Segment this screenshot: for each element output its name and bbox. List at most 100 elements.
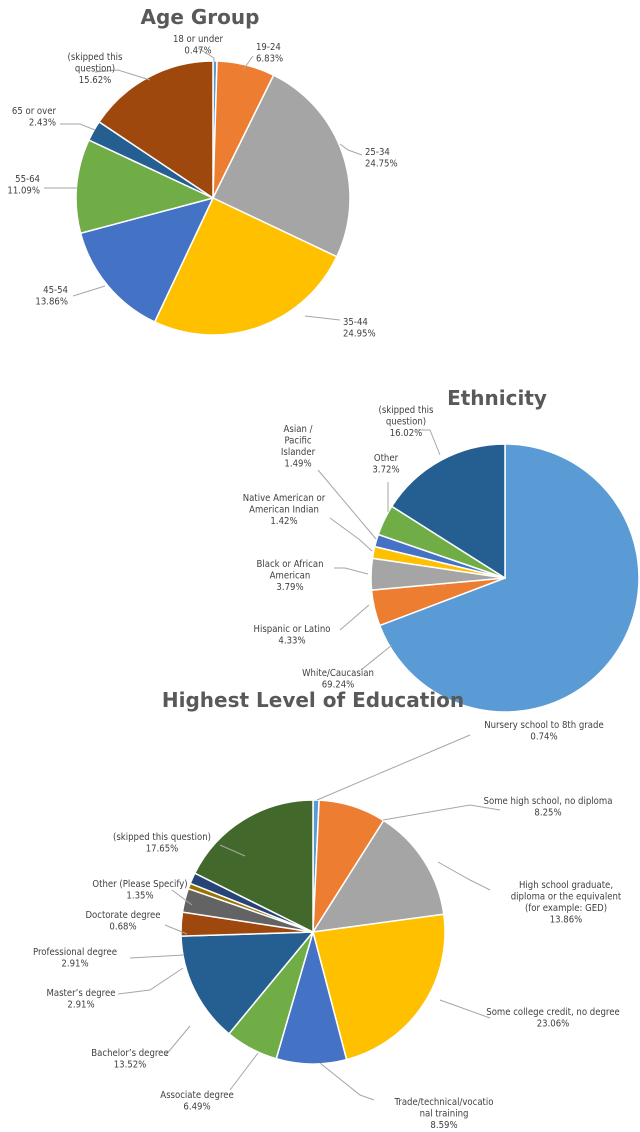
leader-line	[437, 861, 491, 891]
slice-label-line: 15.62%	[79, 75, 112, 86]
slice-label-line: 55-64	[15, 174, 40, 185]
slice-label-line: 4.33%	[278, 636, 305, 647]
pie-slices	[75, 60, 351, 336]
slice-label-line: diploma or the equivalent	[511, 892, 622, 903]
slice-label-line: Asian /	[284, 424, 313, 435]
leader-line	[60, 123, 96, 131]
leader-line	[164, 1025, 191, 1057]
ethnicity-pie-chart: Ethnicity White/Caucasian 69.24% Hispanic …	[243, 386, 640, 713]
leader-line	[382, 804, 501, 821]
slice-label-line: 13.86%	[35, 297, 68, 308]
leader-line	[171, 889, 193, 906]
slice-label: (skipped this question) 17.65%	[113, 832, 211, 855]
slice-label-line: Some college credit, no degree	[486, 1007, 619, 1018]
pie-slice	[378, 443, 640, 713]
slice-label: Trade/technical/vocatio nal training 8.59%	[393, 1097, 493, 1131]
slice-label-line: 2.91%	[67, 1000, 94, 1011]
slice-label-line: 24.95%	[343, 329, 376, 340]
slice-label-line: Some high school, no diploma	[484, 796, 613, 807]
slice-label-line: 23.06%	[537, 1019, 570, 1030]
slice-label: 55-64 11.09%	[7, 174, 40, 197]
pie-slice	[312, 913, 446, 1061]
slice-label-line: (skipped this	[379, 405, 435, 416]
slice-label-line: (skipped this	[68, 52, 124, 63]
chart-title: Ethnicity	[447, 386, 547, 410]
pie-slice	[390, 443, 506, 580]
pie-slice	[79, 196, 215, 323]
slice-label: (skipped this question) 16.02%	[379, 405, 435, 439]
slice-label-line: 69.24%	[322, 680, 355, 691]
slice-label: 19-24 6.83%	[256, 42, 283, 65]
slice-label: Asian / Pacific Islander 1.49%	[281, 424, 316, 470]
slice-label-line: White/Caucasian	[302, 668, 374, 679]
slice-label: 45-54 13.86%	[35, 285, 68, 308]
leader-line	[319, 1062, 375, 1101]
slice-label: 25-34 24.75%	[365, 147, 398, 170]
slice-label: Associate degree 6.49%	[160, 1090, 234, 1113]
slice-label-line: 24.75%	[365, 159, 398, 170]
leader-line	[197, 47, 215, 62]
slice-label: Nursery school to 8th grade 0.74%	[484, 720, 604, 743]
slice-label-line: question)	[75, 64, 115, 75]
slice-label-line: 13.52%	[114, 1060, 147, 1071]
slice-label-line: American	[270, 571, 311, 582]
pie-slice	[193, 799, 314, 934]
slice-label-line: nal training	[420, 1109, 469, 1120]
slice-label: 35-44 24.95%	[343, 317, 376, 340]
leader-line	[72, 285, 106, 297]
pie-slices	[180, 799, 446, 1065]
pie-slice	[153, 196, 338, 336]
leader-line	[317, 469, 377, 540]
slice-label-line: 2.91%	[61, 959, 88, 970]
slice-label-line: Associate degree	[160, 1090, 234, 1101]
slice-label-line: Bachelor’s degree	[91, 1048, 168, 1059]
slice-label: Other (Please Specify) 1.35%	[92, 879, 187, 902]
slice-label-line: 0.68%	[109, 922, 136, 933]
slice-label-line: (skipped this question)	[113, 832, 211, 843]
pie-slice	[75, 139, 216, 235]
slice-label-line: 1.49%	[284, 459, 311, 470]
slice-label: High school graduate, diploma or the equi…	[511, 880, 622, 926]
leader-line	[316, 734, 471, 801]
slice-label-line: 11.09%	[7, 186, 40, 197]
slice-label: Native American or American Indian 1.42%	[243, 493, 326, 527]
slice-label-line: Doctorate degree	[85, 910, 160, 921]
slice-label-line: Nursery school to 8th grade	[484, 720, 604, 731]
slice-label: 18 or under 0.47%	[173, 34, 224, 57]
slice-label-line: 18 or under	[173, 34, 224, 45]
slice-label-line: 25-34	[365, 147, 390, 158]
slice-label-line: Pacific	[284, 436, 311, 447]
leader-line	[418, 429, 441, 456]
slice-label-line: 35-44	[343, 317, 368, 328]
slice-label-line: Other	[374, 453, 399, 464]
slice-label: Master’s degree 2.91%	[46, 988, 115, 1011]
slice-label-line: 17.65%	[146, 844, 179, 855]
leader-line	[334, 567, 369, 575]
slice-label: Bachelor’s degree 13.52%	[91, 1048, 168, 1071]
slice-label-line: 8.59%	[430, 1120, 457, 1131]
slice-label: Hispanic or Latino 4.33%	[254, 624, 331, 647]
leader-line	[219, 844, 246, 857]
slice-label-line: 6.83%	[256, 54, 283, 65]
slice-label-line: 0.74%	[530, 732, 557, 743]
leader-line	[339, 604, 370, 631]
slice-label-line: 1.35%	[126, 891, 153, 902]
pie-slices	[370, 443, 640, 713]
slice-label-line: Professional degree	[33, 947, 117, 958]
leader-line	[439, 999, 491, 1019]
leader-line	[94, 69, 151, 81]
slice-label: Other 3.72%	[372, 453, 399, 476]
slice-label-line: question)	[386, 417, 426, 428]
slice-label-line: 13.86%	[550, 915, 583, 926]
slice-label-line: 1.42%	[270, 516, 297, 527]
leader-line	[329, 517, 373, 552]
chart-title: Highest Level of Education	[162, 688, 464, 712]
slice-label-line: 0.47%	[184, 46, 211, 57]
slice-label: White/Caucasian 69.24%	[302, 668, 374, 691]
education-pie-chart: Highest Level of Education Nursery schoo…	[33, 688, 622, 1131]
slice-label: Doctorate degree 0.68%	[85, 910, 160, 933]
leader-line	[339, 143, 363, 156]
pie-slice	[180, 931, 315, 1035]
slice-label-line: 45-54	[43, 285, 68, 296]
